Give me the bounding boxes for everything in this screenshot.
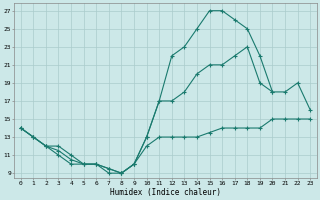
X-axis label: Humidex (Indice chaleur): Humidex (Indice chaleur) [110, 188, 221, 197]
